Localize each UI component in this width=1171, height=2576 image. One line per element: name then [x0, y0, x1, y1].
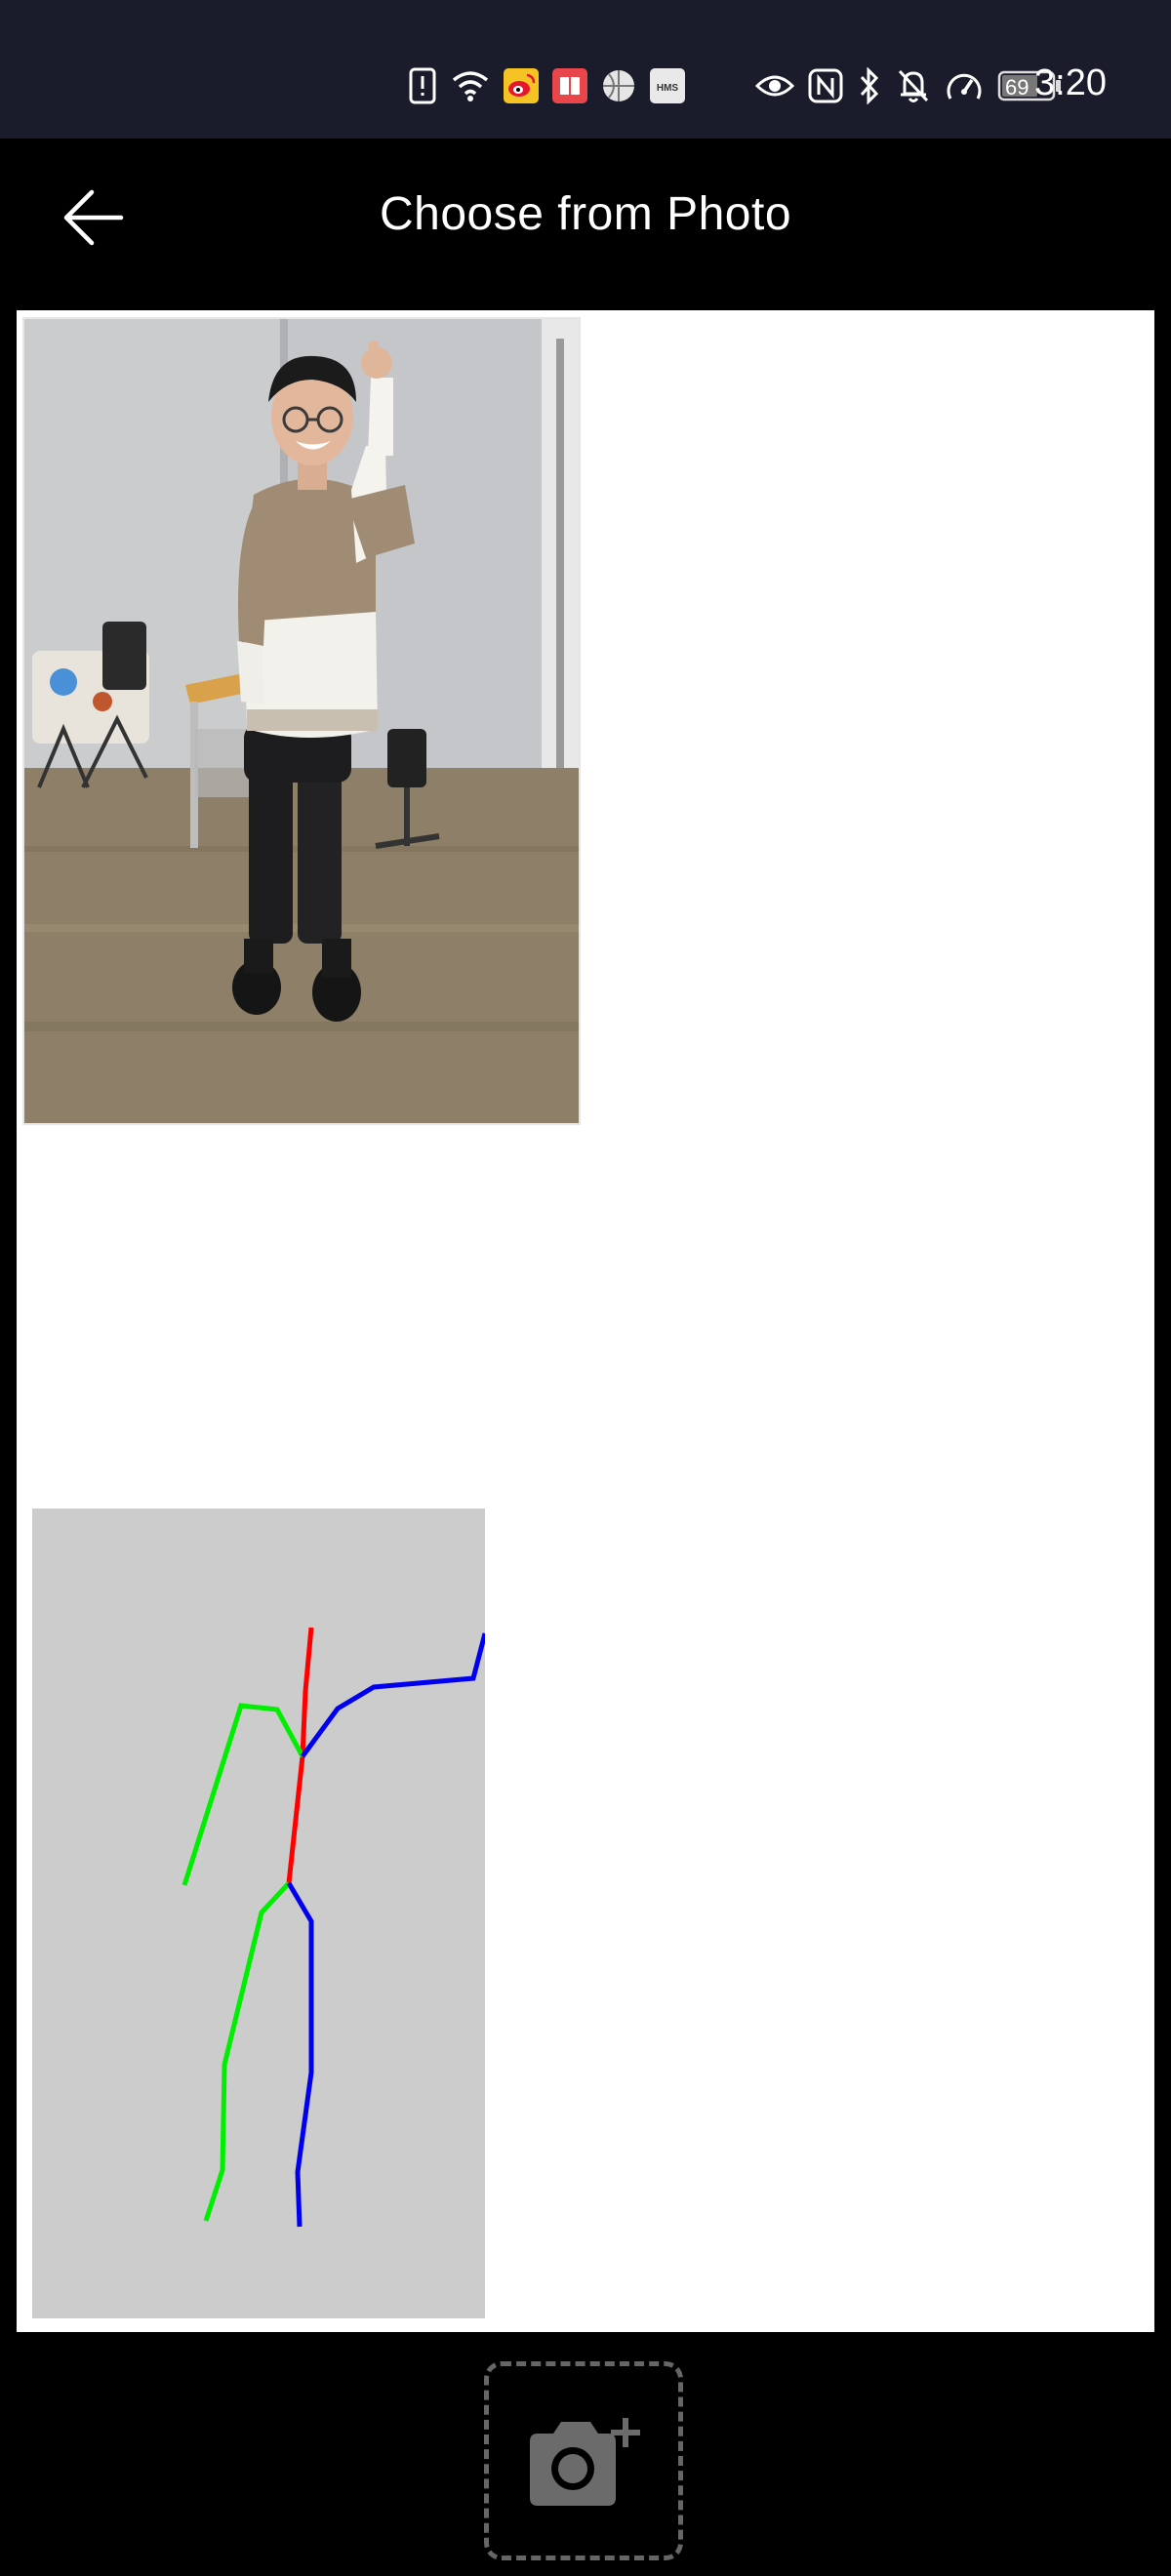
wifi-icon — [451, 68, 490, 103]
status-icons: HMS 69 — [408, 64, 1062, 107]
skeleton-left-arm — [182, 1703, 305, 1886]
app-header: Choose from Photo — [0, 139, 1171, 302]
battery-level: 69 — [1005, 75, 1030, 100]
book-icon — [552, 68, 587, 103]
alert-icon — [408, 66, 437, 105]
svg-text:HMS: HMS — [657, 83, 679, 94]
skeleton-right-arm — [300, 1632, 485, 1758]
bell-off-icon — [896, 67, 931, 104]
page-title: Choose from Photo — [379, 188, 792, 240]
selected-photo[interactable] — [22, 317, 581, 1125]
nfc-icon — [808, 68, 843, 103]
skeleton-trunk — [286, 1627, 314, 1884]
arrow-left-icon — [63, 189, 124, 246]
pose-skeleton — [182, 1627, 485, 2228]
skeleton-right-leg — [286, 1881, 314, 2228]
battery-icon: 69 — [997, 69, 1062, 102]
content-panel — [17, 310, 1154, 2332]
status-bar: HMS 69 3:20 — [0, 0, 1171, 139]
speed-icon — [945, 68, 984, 103]
bottom-bar — [0, 2334, 1171, 2576]
person-photo — [24, 319, 579, 1123]
hms-icon: HMS — [650, 68, 685, 103]
bluetooth-icon — [857, 67, 882, 104]
add-photo-button[interactable] — [484, 2361, 683, 2560]
camera-add-icon — [530, 2418, 640, 2506]
eye-icon — [755, 71, 794, 101]
weibo-icon — [504, 68, 539, 103]
skeleton-left-leg — [203, 1881, 291, 2222]
back-button[interactable] — [49, 174, 137, 262]
pose-skeleton-panel — [32, 1509, 485, 2318]
status-time: 3:20 — [1034, 62, 1107, 103]
app-icon — [601, 68, 636, 103]
